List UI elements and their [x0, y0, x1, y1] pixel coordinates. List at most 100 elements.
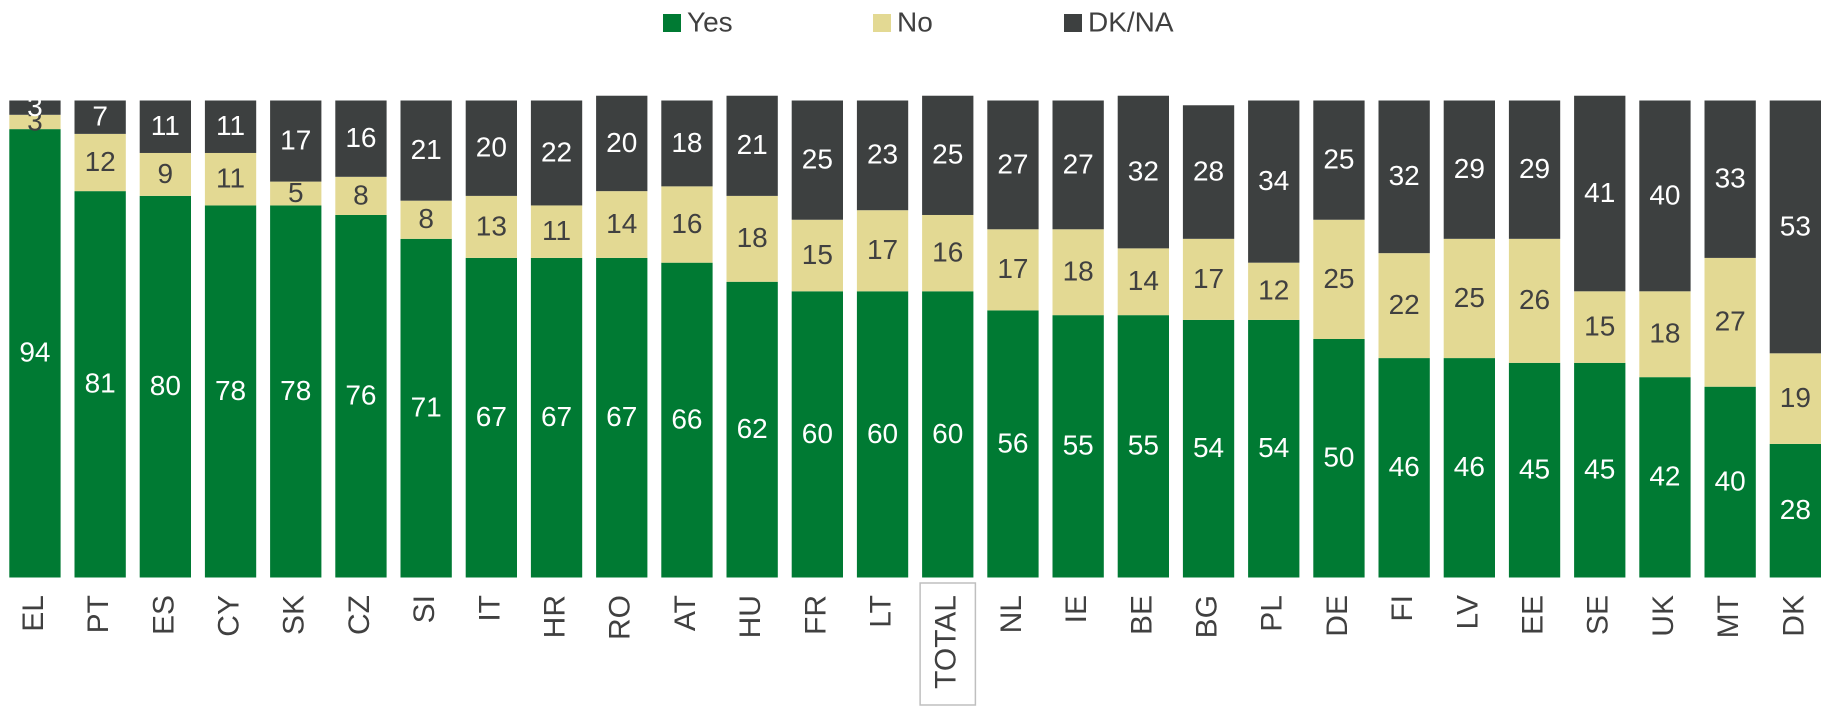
- bar-segment: [856, 210, 909, 292]
- data-label: 17: [280, 124, 311, 155]
- data-label: 18: [671, 127, 702, 158]
- bar-segment: [1574, 95, 1626, 292]
- x-tick-label: ES: [147, 595, 180, 635]
- data-label: 46: [1389, 451, 1420, 482]
- data-label: 54: [1258, 432, 1289, 463]
- bar-segment: [726, 95, 778, 196]
- x-tick-label: IT: [473, 595, 506, 622]
- bar-segment: [1704, 100, 1756, 258]
- bar-segment: [9, 129, 61, 578]
- x-tick-label: BG: [1190, 595, 1223, 638]
- data-label: 41: [1584, 177, 1615, 208]
- bar-segment: [1378, 253, 1430, 359]
- bar-segment: [922, 291, 974, 578]
- x-tick-label: SK: [278, 595, 311, 635]
- x-tick-label: CY: [212, 595, 245, 637]
- x-tick-label: MT: [1712, 595, 1745, 638]
- data-label: 46: [1454, 451, 1485, 482]
- bar-segment: [530, 205, 583, 258]
- bar-segment: [400, 100, 452, 201]
- data-label: 18: [1649, 318, 1680, 349]
- bar-segment: [335, 176, 387, 215]
- bar-segment: [1574, 291, 1626, 363]
- bar-segment: [1117, 248, 1169, 316]
- x-tick-label: NL: [995, 595, 1028, 633]
- data-label: 60: [867, 418, 898, 449]
- data-label: 60: [802, 418, 833, 449]
- x-tick-label: TOTAL: [930, 595, 963, 689]
- bar-segment: [74, 133, 126, 192]
- bar-segment: [1248, 319, 1300, 578]
- data-label: 25: [1323, 263, 1354, 294]
- data-label: 94: [19, 337, 50, 368]
- x-tick-label: DK: [1777, 595, 1810, 637]
- bar-segment: [9, 100, 61, 115]
- bar-segment: [1639, 100, 1691, 292]
- bar-segment: [987, 100, 1039, 230]
- bar-segment: [139, 152, 191, 196]
- data-label: 40: [1715, 465, 1746, 496]
- bar-segment: [465, 195, 517, 258]
- data-label: 18: [1063, 256, 1094, 287]
- bar-segment: [74, 100, 126, 134]
- bar-segment: [1052, 315, 1104, 578]
- bar-segment: [1182, 319, 1235, 578]
- data-label: 25: [1323, 144, 1354, 175]
- bar-segment: [596, 191, 648, 258]
- data-label: 71: [411, 392, 442, 423]
- legend-swatch: [873, 14, 891, 32]
- bar-segment: [1378, 100, 1430, 254]
- data-label: 76: [345, 380, 376, 411]
- bar-segment: [1313, 339, 1365, 578]
- x-tick-label: PT: [82, 595, 115, 633]
- data-label: 11: [216, 110, 245, 141]
- data-label: 67: [606, 401, 637, 432]
- data-label: 78: [280, 375, 311, 406]
- data-label: 25: [802, 144, 833, 175]
- data-label: 14: [1128, 265, 1159, 296]
- bar-segment: [1248, 262, 1300, 320]
- data-label: 67: [476, 401, 507, 432]
- bar-segment: [596, 257, 648, 578]
- data-label: 20: [476, 132, 507, 163]
- data-label: 21: [411, 134, 442, 165]
- data-label: 13: [476, 210, 507, 241]
- x-tick-label: PL: [1256, 595, 1289, 632]
- data-label: 5: [288, 177, 304, 208]
- bar-segment: [530, 257, 583, 578]
- x-tick-label: SE: [1582, 595, 1615, 635]
- bar-segment: [1508, 238, 1561, 363]
- data-label: 7: [92, 101, 108, 132]
- data-label: 55: [1128, 430, 1159, 461]
- data-label: 27: [1063, 148, 1094, 179]
- bar-segment: [465, 257, 517, 578]
- bar-segment: [139, 195, 191, 578]
- data-label: 17: [997, 253, 1028, 284]
- data-label: 16: [345, 122, 376, 153]
- data-label: 9: [158, 158, 174, 189]
- data-label: 25: [1454, 282, 1485, 313]
- data-label: 40: [1649, 179, 1680, 210]
- x-tick-label: AT: [669, 595, 702, 631]
- data-label: 11: [151, 110, 180, 141]
- data-label: 29: [1519, 153, 1550, 184]
- x-tick-label: RO: [604, 595, 637, 640]
- data-label: 20: [606, 127, 637, 158]
- data-label: 15: [1584, 310, 1615, 341]
- data-label: 11: [542, 215, 571, 246]
- data-label: 34: [1258, 165, 1289, 196]
- x-tick-label: IE: [1060, 595, 1093, 623]
- bar-segment: [400, 238, 452, 578]
- bar-segment: [1052, 229, 1104, 316]
- data-label: 15: [802, 239, 833, 270]
- data-label: 78: [215, 375, 246, 406]
- bar-segment: [1117, 315, 1169, 578]
- bar-segment: [400, 200, 452, 239]
- bar-segment: [791, 219, 843, 292]
- data-label: 62: [737, 413, 768, 444]
- bar-segment: [1443, 238, 1495, 359]
- bar-segment: [270, 181, 322, 206]
- bar-segment: [1574, 362, 1626, 578]
- bar-segment: [922, 95, 974, 215]
